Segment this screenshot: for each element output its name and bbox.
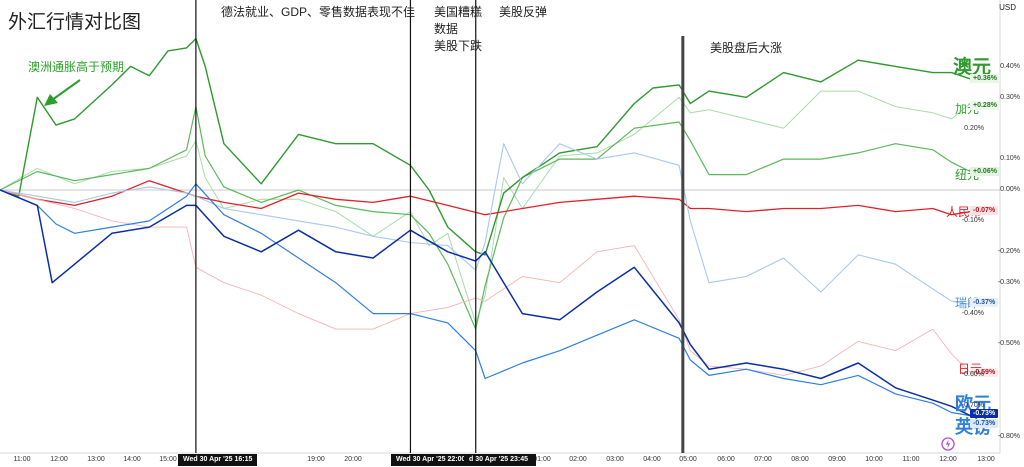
y-tick-label: -0.50% bbox=[997, 340, 1020, 347]
x-tick-label: 09:00 bbox=[828, 456, 846, 463]
price-tag-eur: -0.73% bbox=[970, 409, 999, 418]
annotation-germany-france: 德法就业、GDP、零售数据表现不佳 bbox=[221, 5, 416, 19]
x-tick-label: 06:00 bbox=[717, 456, 735, 463]
y-tick-label: 0.30% bbox=[1000, 94, 1020, 101]
tradingview-logo-icon[interactable] bbox=[941, 437, 955, 451]
x-tick-label: 05:00 bbox=[679, 456, 697, 463]
x-tick-label: 04:00 bbox=[643, 456, 661, 463]
y-tick-label: -0.60% bbox=[961, 371, 984, 378]
annotation-arrow-shaft bbox=[51, 79, 81, 101]
y-tick-label: -0.70% bbox=[961, 402, 984, 409]
annotation-aud-cpi: 澳洲通胀高于预期 bbox=[28, 60, 125, 74]
x-tick-label: 12:00 bbox=[50, 456, 68, 463]
price-tag-cny: -0.07% bbox=[970, 206, 999, 215]
series-line-gbp bbox=[0, 183, 971, 417]
y-tick-label: -0.20% bbox=[997, 248, 1020, 255]
event-lines bbox=[195, 0, 685, 453]
y-tick-label: -0.80% bbox=[997, 433, 1020, 440]
x-tick-label: 11:00 bbox=[13, 456, 31, 463]
label-aud: 澳元 bbox=[953, 57, 992, 78]
x-tick-label: 07:00 bbox=[754, 456, 772, 463]
x-tick-label: 01:00 bbox=[533, 456, 551, 463]
x-tick-label: 11:00 bbox=[902, 456, 920, 463]
annotation-us-bad-data-1: 美国糟糕 bbox=[434, 5, 483, 19]
series-line-eur bbox=[0, 189, 971, 417]
x-tick-label: 10:00 bbox=[865, 456, 883, 463]
x-tick-label: 20:00 bbox=[344, 456, 362, 463]
series-line-cny bbox=[0, 180, 971, 216]
y-tick-label: -0.10% bbox=[961, 217, 984, 224]
annotation-us-stock-rebound: 美股反弹 bbox=[499, 5, 548, 19]
x-crosshair-badge-1: Wed 30 Apr '25 16:15 bbox=[178, 454, 258, 466]
x-tick-label: 12:00 bbox=[939, 456, 957, 463]
annotation-us-bad-data-3: 美股下跌 bbox=[434, 39, 483, 53]
x-tick-label: 03:00 bbox=[606, 456, 624, 463]
series-line-aud bbox=[0, 37, 971, 256]
price-tag-cad: +0.28% bbox=[970, 101, 1000, 110]
annotation-arrow bbox=[44, 79, 81, 106]
price-tag-nzd: +0.06% bbox=[970, 167, 1000, 176]
x-tick-label: 13:00 bbox=[87, 456, 105, 463]
label-eur: 欧元 bbox=[955, 394, 991, 414]
y-tick-label: 0.40% bbox=[1000, 63, 1020, 70]
y-tick-label: 0.00% bbox=[1000, 186, 1020, 193]
x-tick-label: 15:00 bbox=[159, 456, 177, 463]
x-tick-label: 02:00 bbox=[569, 456, 587, 463]
annotation-arrow-head bbox=[44, 94, 58, 106]
y-tick-label: 0.10% bbox=[1000, 155, 1020, 162]
x-tick-label: 19:00 bbox=[307, 456, 325, 463]
annotation-us-afterhours: 美股盘后大涨 bbox=[710, 41, 783, 55]
currency-unit[interactable]: USD bbox=[999, 3, 1016, 12]
series-line-nzd bbox=[0, 106, 971, 330]
price-tag-gbp: -0.73% bbox=[970, 419, 999, 428]
series-line-jpy bbox=[0, 189, 971, 376]
price-tag-aud: +0.36% bbox=[970, 74, 1000, 83]
annotation-us-bad-data-2: 数据 bbox=[434, 22, 459, 36]
series-layer bbox=[0, 37, 971, 417]
price-tag-jpy: -0.59% bbox=[970, 368, 999, 377]
y-tick-label: -0.30% bbox=[997, 279, 1020, 286]
x-tick-label: 13:00 bbox=[977, 456, 995, 463]
x-crosshair-badge-2: Wed 30 Apr '25 22:00 bbox=[391, 454, 471, 466]
x-tick-label: 14:00 bbox=[123, 456, 141, 463]
chart-title: 外汇行情对比图 bbox=[8, 12, 142, 33]
series-line-chf bbox=[0, 143, 971, 305]
y-tick-label: -0.40% bbox=[961, 310, 984, 317]
x-tick-label: 08:00 bbox=[791, 456, 809, 463]
x-crosshair-badge-3: d 30 Apr '25 23:45 bbox=[464, 454, 536, 466]
y-tick-label: 0.20% bbox=[964, 125, 984, 132]
price-tag-chf: -0.37% bbox=[970, 298, 999, 307]
